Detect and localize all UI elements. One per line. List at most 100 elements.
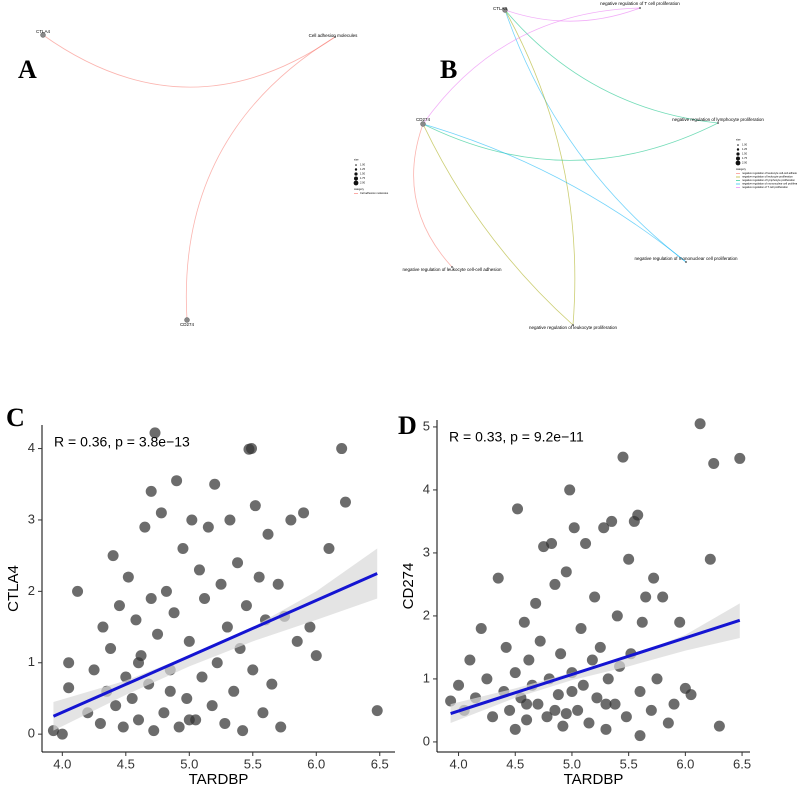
y-tick-label: 0 <box>28 726 35 741</box>
data-point <box>177 543 189 555</box>
legend-label: 1.75 <box>742 156 748 160</box>
data-point <box>110 700 122 712</box>
scatter-chart: 4.0 4.5 5.0 5.5 6.0 6.5 0 1 2 3 4 TARDBP CTLA4 R = 0.… <box>5 425 395 788</box>
confidence-band <box>53 548 378 731</box>
scatter-chart: 4.0 4.5 5.0 5.5 6.0 6.5 0 1 2 3 4 5 TARDBP CD274 R = 0… <box>400 418 751 788</box>
data-point <box>521 714 533 726</box>
legend-size <box>735 160 741 166</box>
data-point <box>589 591 601 603</box>
legend-size <box>354 176 358 181</box>
data-point <box>640 591 652 603</box>
gene-node <box>40 32 46 38</box>
legend-label: 1.00 <box>742 143 748 147</box>
data-point <box>206 700 218 712</box>
x-tick-label: 5.0 <box>563 756 581 771</box>
legend-title: category <box>354 187 365 191</box>
x-tick-label: 6.0 <box>676 756 694 771</box>
annotation: R = 0.33, p = 9.2e−11 <box>449 429 584 445</box>
data-point <box>577 679 589 691</box>
node-label: negative regulation of mononuclear cell … <box>634 256 738 261</box>
data-point <box>133 714 145 726</box>
network-edge <box>422 123 687 263</box>
data-point <box>575 623 587 635</box>
term-node <box>717 121 720 124</box>
gene-node <box>184 317 190 323</box>
node-label: CD274 <box>180 322 195 327</box>
data-point <box>602 673 614 685</box>
data-point <box>209 478 221 490</box>
legend-label: negative regulation of lymphocyte prolif… <box>742 178 795 182</box>
data-point <box>560 566 572 578</box>
data-point <box>549 704 561 716</box>
node-label: negative regulation of leukocyte cell-ce… <box>402 267 502 272</box>
legend-label: 2.00 <box>360 181 366 185</box>
data-point <box>651 673 663 685</box>
annotation: R = 0.36, p = 3.8e−13 <box>54 434 190 450</box>
data-point <box>247 664 259 676</box>
data-point <box>63 657 75 669</box>
gene-node <box>502 7 508 13</box>
data-point <box>617 451 629 463</box>
data-point <box>594 641 606 653</box>
data-point <box>199 592 211 604</box>
data-point <box>611 610 623 622</box>
data-point <box>645 704 657 716</box>
network-edge <box>504 9 687 263</box>
data-point <box>122 571 134 583</box>
data-point <box>632 509 644 521</box>
node-label: negative regulation of lymphocyte prolif… <box>672 117 764 122</box>
data-point <box>181 692 193 704</box>
network-edge <box>185 36 336 321</box>
node-label: CTLA4 <box>493 6 508 11</box>
data-point <box>56 728 68 740</box>
x-tick-label: 4.0 <box>450 756 468 771</box>
legend-label: Cell adhesion molecules <box>360 191 389 195</box>
term-node <box>685 261 688 264</box>
node-label: CD274 <box>416 117 431 122</box>
data-point <box>130 614 142 626</box>
legend-label: 2.00 <box>742 161 748 165</box>
data-point <box>88 664 100 676</box>
data-point <box>133 657 145 669</box>
data-point <box>636 616 648 628</box>
y-tick-label: 2 <box>423 607 430 622</box>
data-point <box>568 522 580 534</box>
legend-label: negative regulation of mononuclear cell … <box>742 182 797 186</box>
data-point <box>196 671 208 683</box>
data-point <box>94 717 106 729</box>
y-axis-label: CD274 <box>400 563 417 610</box>
data-point <box>541 711 553 723</box>
data-point <box>487 711 499 723</box>
panel-label: B <box>440 55 457 84</box>
legend-title: size <box>736 138 741 142</box>
data-point <box>211 657 223 669</box>
legend-label: 1.50 <box>742 152 748 156</box>
legend-size <box>736 152 740 156</box>
data-point <box>72 585 84 597</box>
data-point <box>155 507 167 519</box>
legend-title: category <box>736 167 747 171</box>
data-point <box>598 522 610 534</box>
node-label: CTLA4 <box>36 29 51 34</box>
data-point <box>145 485 157 497</box>
data-point <box>63 682 75 694</box>
legend-size <box>355 164 357 166</box>
network-edge <box>422 7 641 125</box>
data-point <box>228 685 240 697</box>
legend-label: negative regulation of leukocyte cell-ce… <box>742 171 797 175</box>
legend-title: size <box>354 158 359 162</box>
data-point <box>623 553 635 565</box>
x-tick-label: 6.0 <box>307 756 325 771</box>
data-point <box>634 730 646 742</box>
data-point <box>145 592 157 604</box>
data-point <box>564 484 576 496</box>
data-point <box>253 571 265 583</box>
data-point <box>546 537 558 549</box>
x-tick-label: 4.5 <box>117 756 135 771</box>
y-tick-label: 3 <box>423 544 430 559</box>
data-point <box>492 572 504 584</box>
data-point <box>232 557 244 569</box>
data-point <box>500 641 512 653</box>
confidence-band <box>450 603 740 724</box>
data-point <box>634 686 646 698</box>
